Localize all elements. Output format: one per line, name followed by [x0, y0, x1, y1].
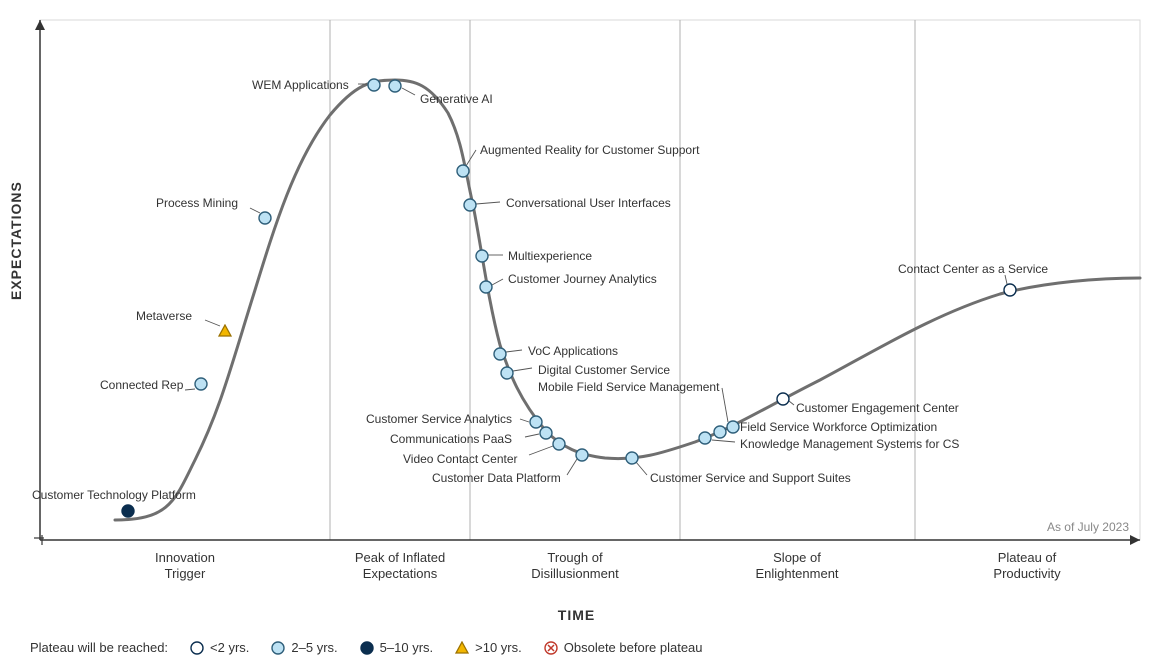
legend-item: <2 yrs. — [190, 640, 249, 655]
legend-title: Plateau will be reached: — [30, 640, 168, 655]
phase-label: Innovation Trigger — [155, 550, 215, 581]
circle-icon — [360, 641, 374, 655]
triangle-icon — [455, 641, 469, 655]
phase-label: Peak of Inflated Expectations — [355, 550, 445, 581]
circle-icon — [271, 641, 285, 655]
legend-label: 2–5 yrs. — [291, 640, 337, 655]
legend-item: 5–10 yrs. — [360, 640, 433, 655]
circle-icon — [190, 641, 204, 655]
legend: Plateau will be reached: <2 yrs. 2–5 yrs.… — [30, 640, 703, 655]
legend-label: Obsolete before plateau — [564, 640, 703, 655]
legend-label: >10 yrs. — [475, 640, 522, 655]
as-of-note: As of July 2023 — [1047, 520, 1129, 534]
phase-label: Slope of Enlightenment — [755, 550, 838, 581]
phase-label: Plateau of Productivity — [993, 550, 1060, 581]
legend-label: 5–10 yrs. — [380, 640, 433, 655]
legend-item: Obsolete before plateau — [544, 640, 703, 655]
legend-item: >10 yrs. — [455, 640, 522, 655]
obsolete-icon — [544, 641, 558, 655]
hype-cycle-chart: EXPECTATIONS TIME As of July 2023 Innova… — [0, 0, 1153, 667]
legend-label: <2 yrs. — [210, 640, 249, 655]
phase-label: Trough of Disillusionment — [531, 550, 618, 581]
x-axis-label: TIME — [558, 607, 595, 623]
legend-item: 2–5 yrs. — [271, 640, 337, 655]
marker-triangle — [218, 324, 232, 338]
y-axis-label: EXPECTATIONS — [8, 181, 24, 300]
